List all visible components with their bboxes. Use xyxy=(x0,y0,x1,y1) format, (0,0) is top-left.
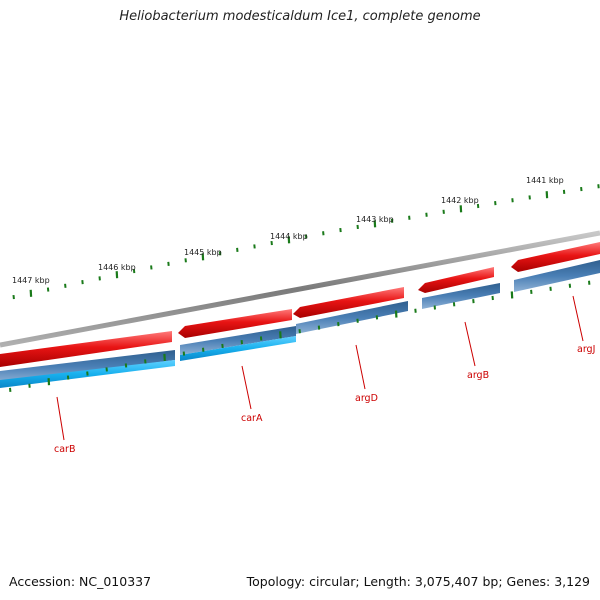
gene-arrow xyxy=(293,287,404,318)
label-leader xyxy=(241,365,252,410)
cds-block xyxy=(422,283,500,309)
topology-text: Topology: circular; Length: 3,075,407 bp… xyxy=(246,574,590,589)
cds-block xyxy=(0,350,175,383)
accession-text: Accession: NC_010337 xyxy=(9,574,152,589)
gene-label-argD: argD xyxy=(355,393,378,404)
gene-track xyxy=(0,242,600,367)
outer-scale-labels: 1447 kbp 1446 kbp 1445 kbp 1444 kbp 1443… xyxy=(12,176,564,285)
gene-label-argJ: argJ xyxy=(577,344,595,355)
page-title: Heliobacterium modesticaldum Ice1, compl… xyxy=(119,9,481,24)
gene-labels: carB carA argD argB argJ xyxy=(54,295,595,455)
label-leader xyxy=(464,321,476,367)
scale-label: 1447 kbp xyxy=(12,276,50,285)
cds-block xyxy=(296,301,408,334)
gene-arrow xyxy=(178,309,292,338)
scale-label: 1446 kbp xyxy=(98,263,136,272)
cds-block xyxy=(180,326,296,355)
gene-arrow xyxy=(418,267,494,293)
label-leader xyxy=(355,344,366,390)
genome-backbone xyxy=(0,230,600,348)
outer-ticks xyxy=(12,184,600,300)
scale-label: 1443 kbp xyxy=(356,215,394,224)
gene-label-carA: carA xyxy=(241,413,263,424)
label-leader xyxy=(572,295,584,342)
scale-label: 1445 kbp xyxy=(184,248,222,257)
gene-label-carB: carB xyxy=(54,444,75,455)
cds-block-cyan xyxy=(180,336,296,361)
cds-block xyxy=(514,260,600,292)
gene-label-argB: argB xyxy=(467,370,489,381)
scale-label: 1441 kbp xyxy=(526,176,564,185)
gene-arrow xyxy=(0,331,172,367)
label-leader xyxy=(56,396,65,441)
cds-track xyxy=(0,260,600,383)
inner-ticks xyxy=(9,280,591,392)
gene-arrow xyxy=(511,242,600,272)
scale-label: 1444 kbp xyxy=(270,232,308,241)
scale-label: 1442 kbp xyxy=(441,196,479,205)
